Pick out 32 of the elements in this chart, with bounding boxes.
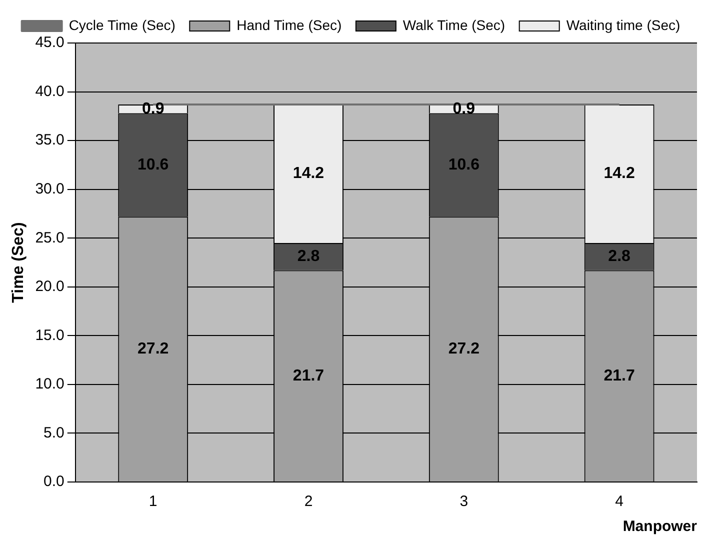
x-tick-label: 3 <box>460 493 468 510</box>
x-tick-label: 2 <box>304 493 313 510</box>
y-axis-title: Time (Sec) <box>10 222 28 303</box>
x-tick-label: 1 <box>148 493 158 510</box>
data-label: 0.9 <box>142 100 164 118</box>
data-label: 21.7 <box>604 367 635 384</box>
x-tick-label: 4 <box>615 493 624 510</box>
data-label: 14.2 <box>604 165 635 182</box>
y-tick-label: 40.0 <box>35 82 64 100</box>
data-label: 10.6 <box>138 156 169 174</box>
legend-label: Hand Time (Sec) <box>236 16 342 33</box>
data-label: 14.2 <box>292 165 324 182</box>
x-axis-title: Manpower <box>622 518 698 536</box>
y-tick-label: 20.0 <box>35 278 64 296</box>
y-tick-label: 30.0 <box>35 180 64 198</box>
y-tick-label: 5.0 <box>44 424 64 442</box>
data-label: 2.8 <box>608 248 631 266</box>
y-tick-label: 10.0 <box>35 376 64 393</box>
y-tick-label: 25.0 <box>35 229 64 246</box>
y-tick-label: 45.0 <box>35 34 64 52</box>
data-label: 27.2 <box>138 340 169 358</box>
data-label: 0.9 <box>452 100 476 118</box>
y-tick-label: 15.0 <box>35 326 64 344</box>
data-label: 21.7 <box>292 367 324 384</box>
legend-label: Waiting time (Sec) <box>566 16 680 33</box>
data-label: 27.2 <box>448 340 480 358</box>
data-label: 10.6 <box>448 156 480 174</box>
y-tick-label: 0.0 <box>44 473 64 490</box>
data-label: 2.8 <box>297 248 320 266</box>
y-tick-label: 35.0 <box>35 132 64 149</box>
legend-label: Cycle Time (Sec) <box>68 16 176 33</box>
legend-label: Walk Time (Sec) <box>402 16 506 33</box>
